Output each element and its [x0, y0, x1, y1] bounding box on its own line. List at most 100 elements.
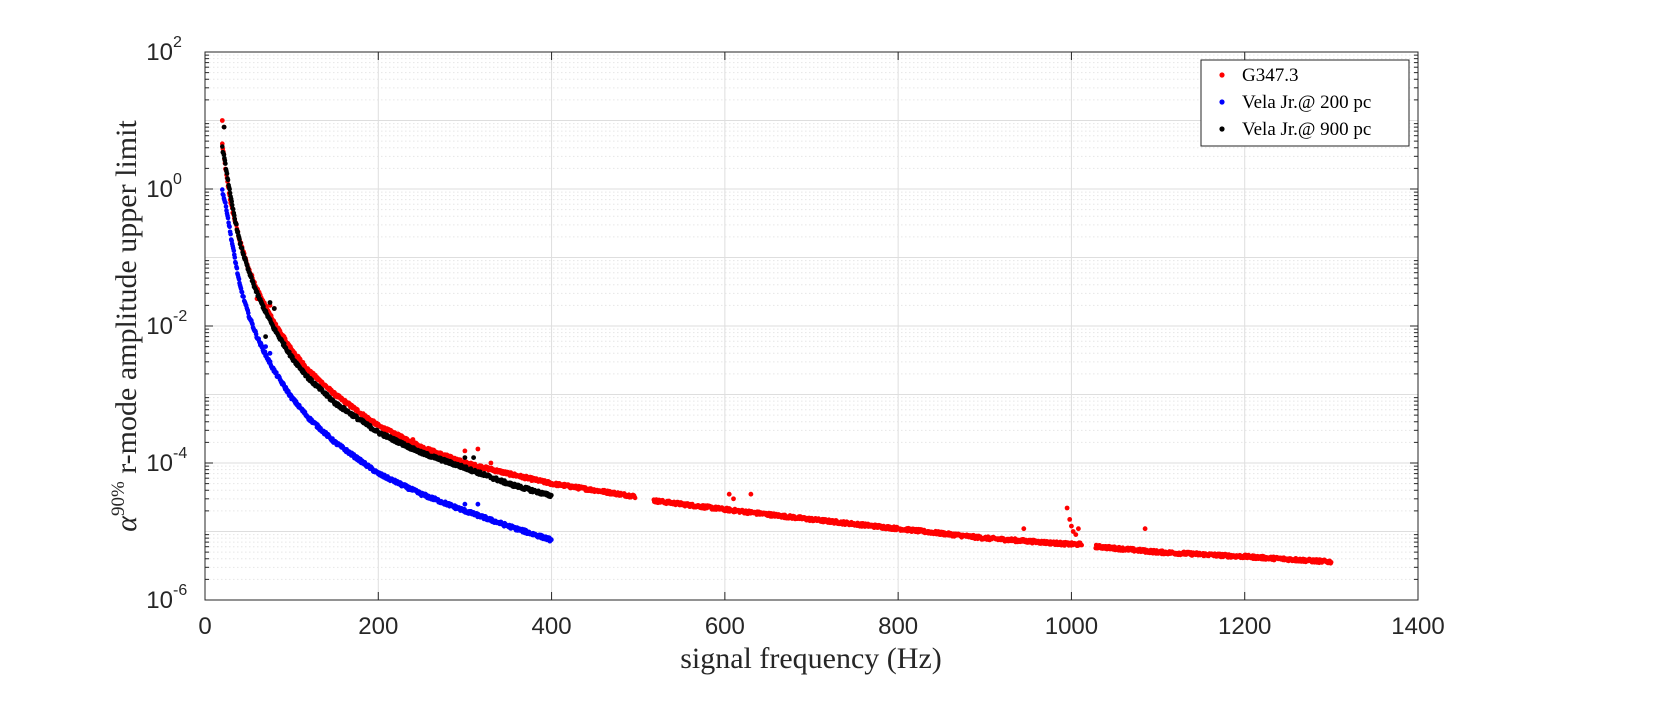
data-point	[223, 200, 228, 205]
data-point	[220, 187, 225, 192]
data-point-outlier	[1021, 526, 1027, 532]
data-point-outlier	[462, 501, 468, 507]
data-point	[223, 204, 229, 209]
x-tick-label: 0	[198, 613, 211, 640]
data-point	[231, 248, 237, 253]
x-tick-label: 1400	[1391, 613, 1444, 640]
x-tick-labels: 0 200 400 600 800 1000 1200 1400	[198, 613, 1444, 640]
legend-box	[1200, 59, 1410, 147]
data-point	[230, 207, 236, 212]
data-point-outlier	[219, 118, 225, 123]
y-tick-label-exponent: -4	[173, 445, 187, 462]
series-0-points	[219, 118, 1334, 566]
data-point-outlier	[271, 306, 277, 311]
series-1-points	[220, 187, 554, 544]
data-point-outlier	[748, 491, 754, 497]
data-point	[223, 161, 228, 166]
data-point	[227, 224, 232, 229]
legend: G347.3 Vela Jr.@ 200 pc Vela Jr.@ 900 pc	[1200, 59, 1410, 147]
data-point	[234, 221, 239, 227]
points-layer	[219, 118, 1334, 566]
y-tick-label: 10	[146, 313, 173, 340]
legend-marker-vela-200	[1219, 99, 1225, 105]
data-point-outlier	[726, 491, 732, 497]
data-point-outlier	[258, 300, 264, 305]
data-point	[249, 274, 254, 280]
legend-label-vela-900: Vela Jr.@ 900 pc	[1242, 119, 1371, 140]
data-point-outlier	[267, 350, 273, 356]
x-tick-label: 800	[878, 613, 918, 640]
series-2-points	[220, 124, 554, 500]
data-point	[1079, 542, 1084, 548]
x-tick-label: 200	[358, 613, 398, 640]
data-point	[238, 240, 243, 246]
data-point-outlier	[462, 448, 468, 454]
data-point	[549, 493, 554, 498]
x-tick-label: 600	[705, 613, 745, 640]
y-tick-label: 10	[146, 39, 173, 66]
data-point	[233, 260, 239, 266]
data-point	[225, 177, 231, 183]
data-point	[221, 152, 227, 157]
legend-marker-g347	[1219, 72, 1225, 78]
legend-label-vela-200: Vela Jr.@ 200 pc	[1242, 92, 1371, 113]
y-axis-label: α90% r-mode amplitude upper limit	[108, 120, 143, 532]
data-point	[239, 246, 245, 251]
data-point-outlier	[263, 334, 268, 339]
data-point-outlier	[475, 446, 481, 452]
data-point	[229, 199, 234, 204]
data-point-outlier	[1064, 505, 1070, 511]
x-tick-label: 1000	[1045, 613, 1098, 640]
data-point-outlier	[1073, 532, 1079, 537]
data-point	[232, 216, 238, 222]
y-tick-label: 10	[146, 587, 173, 614]
ticks-layer	[204, 51, 1419, 601]
data-point	[229, 202, 235, 208]
data-point-outlier	[1076, 526, 1081, 532]
legend-marker-vela-900	[1219, 126, 1225, 132]
data-point-outlier	[488, 460, 494, 466]
data-point	[220, 144, 225, 149]
x-tick-label: 400	[532, 613, 572, 640]
data-point	[281, 341, 287, 346]
data-point	[239, 290, 245, 295]
data-point	[225, 215, 231, 221]
data-point-outlier	[462, 455, 468, 460]
data-point-outlier	[221, 124, 227, 130]
data-point-outlier	[471, 455, 476, 460]
legend-label-g347: G347.3	[1242, 65, 1298, 86]
data-point	[246, 310, 251, 316]
x-axis-label: signal frequency (Hz)	[680, 642, 942, 675]
data-point	[236, 276, 242, 282]
data-point-outlier	[1069, 523, 1074, 529]
y-tick-label: 10	[146, 176, 173, 203]
y-tick-label-exponent: 0	[173, 171, 182, 188]
data-point	[632, 495, 638, 501]
data-point-outlier	[731, 496, 736, 502]
data-point	[241, 294, 246, 300]
y-tick-label: 10	[146, 450, 173, 477]
data-point-outlier	[475, 501, 481, 507]
data-point-outlier	[1067, 517, 1073, 522]
data-point	[228, 231, 233, 237]
data-point	[224, 171, 230, 176]
y-tick-label-exponent: -6	[173, 582, 187, 599]
data-point	[274, 370, 279, 375]
data-point-outlier	[263, 344, 268, 349]
y-axis-label-superscript: 90%	[108, 481, 129, 516]
data-point	[227, 186, 232, 192]
data-point-outlier	[267, 300, 273, 305]
data-point	[237, 237, 242, 242]
data-point	[1328, 560, 1334, 565]
y-axis-label-symbol: α	[110, 515, 143, 532]
data-point	[232, 213, 237, 218]
data-point	[234, 265, 240, 271]
x-tick-label: 1200	[1218, 613, 1271, 640]
y-tick-label-exponent: -2	[173, 308, 187, 325]
data-point-outlier	[410, 437, 416, 442]
data-point	[232, 255, 238, 260]
data-point-outlier	[1142, 526, 1148, 532]
data-point	[549, 537, 554, 542]
